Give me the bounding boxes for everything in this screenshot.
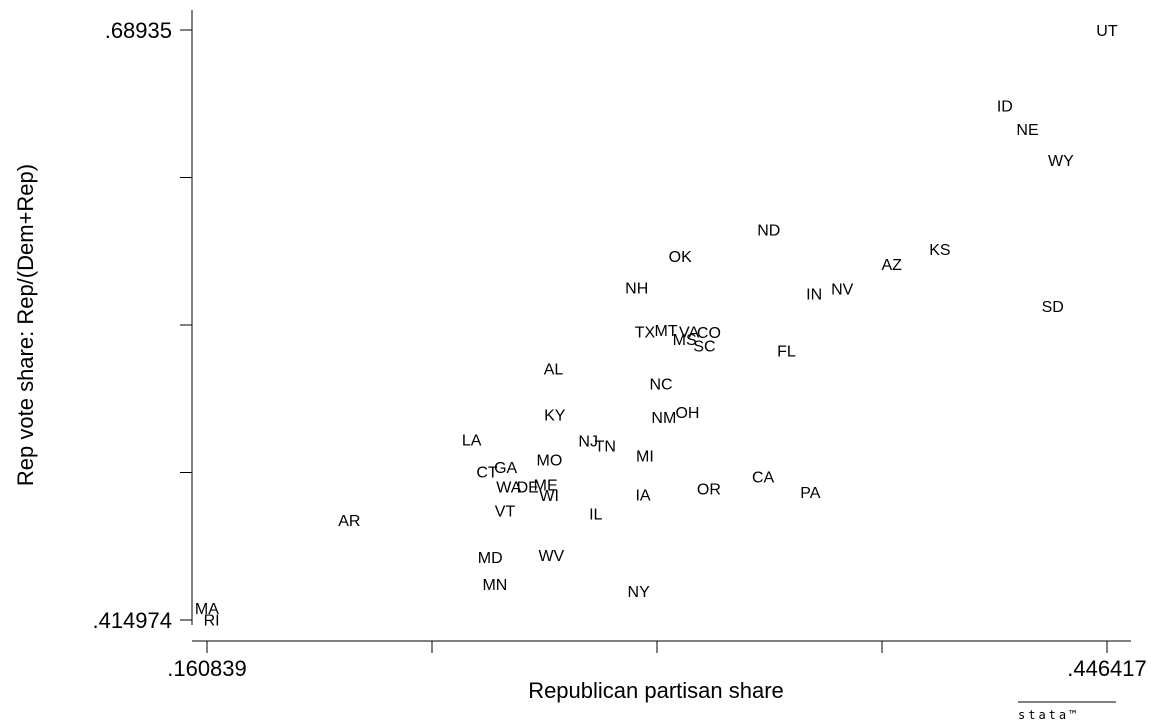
point-label-ct: CT (476, 464, 498, 481)
point-label-me: ME (534, 477, 558, 494)
point-label-wv: WV (538, 548, 564, 565)
point-label-tx: TX (635, 324, 656, 341)
point-label-de: DE (517, 479, 539, 496)
point-label-nh: NH (625, 281, 648, 298)
point-label-ks: KS (929, 242, 950, 259)
point-label-ma: MA (195, 601, 219, 618)
point-label-mt: MT (654, 323, 677, 340)
point-label-ia: IA (635, 487, 650, 504)
point-label-ca: CA (752, 469, 775, 486)
point-label-ok: OK (669, 249, 692, 266)
point-label-co: CO (697, 325, 721, 342)
point-label-md: MD (478, 550, 503, 567)
y-axis-title: Rep vote share: Rep/(Dem+Rep) (13, 164, 38, 486)
point-label-nm: NM (651, 410, 676, 427)
point-label-mi: MI (636, 448, 654, 465)
x-tick-label: .160839 (167, 656, 247, 681)
point-label-oh: OH (675, 405, 699, 422)
point-label-ut: UT (1096, 23, 1118, 40)
x-tick-label: .446417 (1067, 656, 1147, 681)
point-label-ri: RI (204, 612, 220, 629)
point-label-nd: ND (757, 222, 780, 239)
point-label-ga: GA (494, 460, 517, 477)
point-label-sd: SD (1042, 299, 1064, 316)
point-label-nj: NJ (578, 434, 598, 451)
point-label-az: AZ (881, 257, 902, 274)
y-tick-label: .68935 (105, 18, 172, 43)
point-label-sc: SC (693, 339, 715, 356)
y-ticks: .414974 .68935 (92, 18, 192, 633)
point-label-nc: NC (649, 376, 672, 393)
point-label-il: IL (589, 506, 602, 523)
point-label-fl: FL (777, 343, 796, 360)
x-axis-title: Republican partisan share (528, 678, 784, 703)
x-ticks: .160839 .446417 (167, 641, 1147, 681)
point-label-or: OR (697, 481, 721, 498)
point-label-wy: WY (1048, 153, 1074, 170)
point-label-va: VA (679, 324, 699, 341)
point-label-ne: NE (1016, 122, 1038, 139)
point-label-ar: AR (338, 513, 360, 530)
point-label-nv: NV (831, 281, 854, 298)
point-label-in: IN (806, 287, 822, 304)
x-axis: .160839 .446417 (167, 640, 1147, 681)
point-label-mn: MN (482, 577, 507, 594)
point-label-vt: VT (495, 504, 516, 521)
point-label-id: ID (997, 98, 1013, 115)
point-label-wi: WI (539, 488, 559, 505)
y-tick-label: .414974 (92, 608, 172, 633)
point-label-tn: TN (595, 438, 616, 455)
point-label-ny: NY (628, 584, 651, 601)
point-label-ky: KY (544, 407, 566, 424)
point-label-pa: PA (800, 485, 820, 502)
stata-logo: stata™ (1018, 701, 1116, 722)
point-label-la: LA (462, 432, 482, 449)
point-label-ms: MS (673, 332, 697, 349)
point-label-al: AL (544, 362, 564, 379)
point-label-wa: WA (496, 479, 522, 496)
point-label-mo: MO (537, 453, 563, 470)
logo-text: stata™ (1018, 708, 1079, 722)
y-axis: .414974 .68935 (92, 10, 193, 633)
